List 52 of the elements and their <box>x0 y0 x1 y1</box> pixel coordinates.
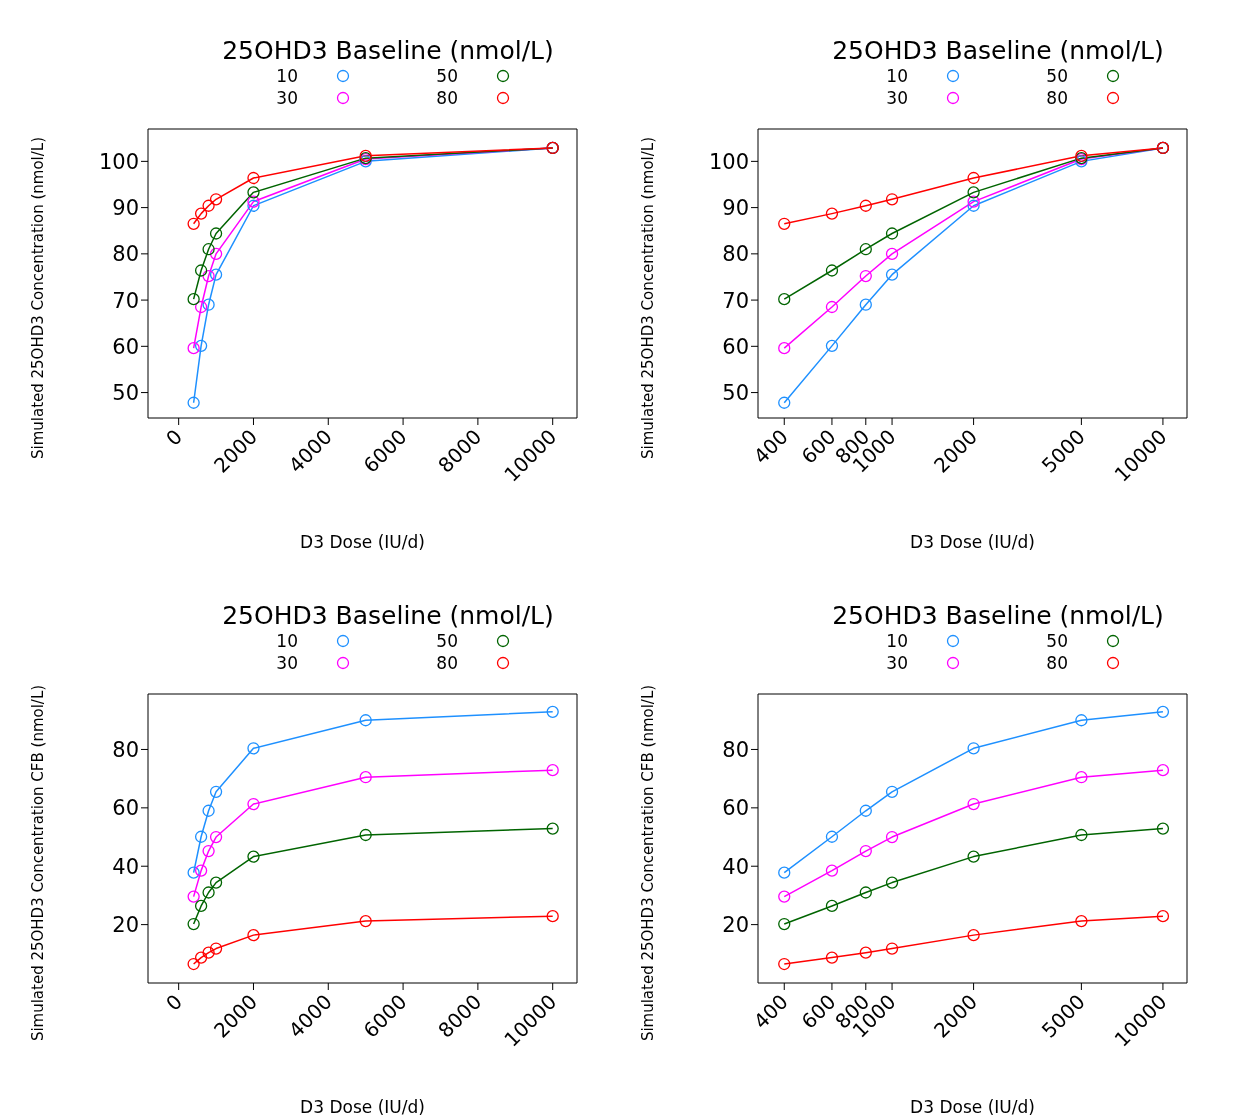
legend-label: 30 <box>885 653 908 673</box>
legend-label: 10 <box>275 66 298 86</box>
legend-label: 30 <box>275 653 298 673</box>
x-tick-label: 400 <box>748 989 793 1034</box>
y-tick-label: 80 <box>112 737 139 762</box>
y-tick-label: 80 <box>722 737 749 762</box>
y-tick-label: 80 <box>722 242 749 267</box>
y-tick-label: 20 <box>722 913 749 938</box>
y-axis-title: Simulated 25OHD3 Concentration CFB (nmol/L) <box>639 684 657 1042</box>
legend-title: 25OHD3 Baseline (nmol/L) <box>831 601 1165 630</box>
x-tick-label: 400 <box>748 424 793 469</box>
x-tick-label: 0 <box>161 989 188 1016</box>
legend-label: 80 <box>1045 88 1068 108</box>
legend-label: 10 <box>885 66 908 86</box>
y-axis-title: Simulated 25OHD3 Concentration CFB (nmol/L) <box>29 684 47 1042</box>
y-tick-label: 70 <box>722 288 749 313</box>
y-tick-label: 100 <box>98 149 139 174</box>
y-tick-label: 50 <box>112 381 139 406</box>
x-axis-title: D3 Dose (IU/d) <box>910 1097 1035 1115</box>
legend-title: 25OHD3 Baseline (nmol/L) <box>221 36 555 65</box>
legend-label: 50 <box>435 631 458 651</box>
legend-title: 25OHD3 Baseline (nmol/L) <box>831 36 1165 65</box>
y-tick-label: 60 <box>722 334 749 359</box>
x-axis-title: D3 Dose (IU/d) <box>300 1097 425 1115</box>
legend-label: 50 <box>435 66 458 86</box>
legend-label: 30 <box>885 88 908 108</box>
y-tick-label: 60 <box>112 334 139 359</box>
legend-label: 10 <box>885 631 908 651</box>
x-tick-label: 0 <box>161 424 188 451</box>
legend-label: 10 <box>275 631 298 651</box>
y-tick-label: 60 <box>112 796 139 821</box>
legend-title: 25OHD3 Baseline (nmol/L) <box>221 601 555 630</box>
y-tick-label: 20 <box>112 913 139 938</box>
x-axis-title: D3 Dose (IU/d) <box>300 532 425 552</box>
legend-label: 30 <box>275 88 298 108</box>
legend-label: 80 <box>435 653 458 673</box>
y-tick-label: 90 <box>112 196 139 221</box>
legend-label: 80 <box>435 88 458 108</box>
y-axis-title: Simulated 25OHD3 Concentration (nmol/L) <box>29 136 47 460</box>
legend-label: 50 <box>1045 66 1068 86</box>
y-tick-label: 70 <box>112 288 139 313</box>
y-tick-label: 40 <box>722 854 749 879</box>
y-tick-label: 40 <box>112 854 139 879</box>
y-tick-label: 90 <box>722 196 749 221</box>
legend-label: 80 <box>1045 653 1068 673</box>
y-tick-label: 80 <box>112 242 139 267</box>
x-axis-title: D3 Dose (IU/d) <box>910 532 1035 552</box>
legend-label: 50 <box>1045 631 1068 651</box>
y-axis-title: Simulated 25OHD3 Concentration (nmol/L) <box>639 136 657 460</box>
y-tick-label: 50 <box>722 381 749 406</box>
y-tick-label: 60 <box>722 796 749 821</box>
y-tick-label: 100 <box>708 149 749 174</box>
